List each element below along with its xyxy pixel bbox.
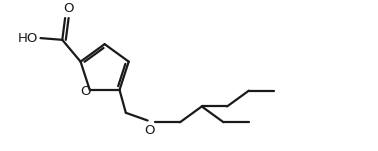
Text: O: O — [144, 124, 154, 137]
Text: O: O — [63, 2, 73, 14]
Text: HO: HO — [17, 32, 38, 45]
Text: O: O — [80, 85, 91, 98]
